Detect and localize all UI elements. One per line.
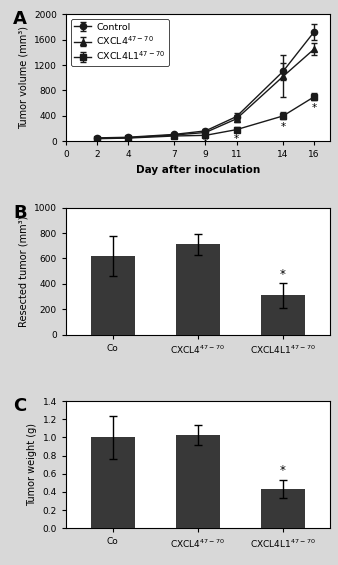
Legend: Control, CXCL4$^{47-70}$, CXCL4L1$^{47-70}$: Control, CXCL4$^{47-70}$, CXCL4L1$^{47-7…: [71, 19, 169, 66]
Bar: [91, 256, 135, 335]
Bar: [261, 295, 305, 335]
Text: *: *: [280, 464, 286, 477]
Bar: [261, 489, 305, 528]
Bar: [176, 434, 220, 528]
Text: *: *: [280, 268, 286, 281]
Text: *: *: [281, 121, 286, 132]
Bar: [91, 437, 135, 528]
Y-axis label: Resected tumor (mm³): Resected tumor (mm³): [18, 215, 28, 327]
Text: *: *: [234, 134, 239, 144]
X-axis label: Day after inoculation: Day after inoculation: [136, 165, 260, 175]
Bar: [176, 245, 220, 335]
Y-axis label: Tumor volume (mm³): Tumor volume (mm³): [18, 26, 28, 129]
Text: *: *: [203, 138, 208, 148]
Text: B: B: [13, 204, 27, 221]
Text: A: A: [13, 10, 27, 28]
Text: *: *: [312, 103, 317, 112]
Text: C: C: [13, 397, 26, 415]
Y-axis label: Tumor weight (g): Tumor weight (g): [27, 423, 37, 506]
